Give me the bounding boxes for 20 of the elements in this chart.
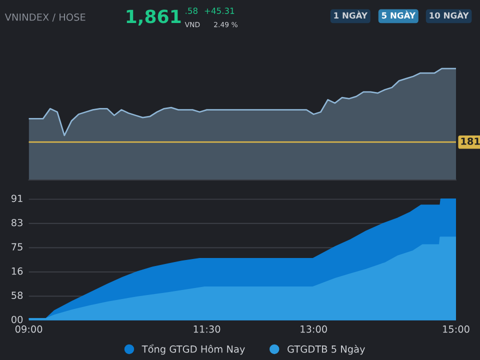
text: +45.31 — [204, 8, 234, 14]
text: 91 — [11, 194, 22, 202]
legend-label: Tổng GTGD Hôm Nay — [142, 344, 245, 355]
x-tick-label: 11:30 — [194, 325, 220, 333]
text: 00 — [12, 316, 23, 324]
chart-title: VNINDEX / HOSE — [4, 13, 86, 22]
text: 1,861 — [126, 10, 181, 26]
text: 16 — [12, 267, 23, 275]
text: .58 — [186, 8, 198, 14]
text: 1 NGÀY — [334, 10, 368, 19]
text: 10 NGÀY — [430, 10, 469, 19]
text: 75 — [12, 243, 22, 251]
x-tick-label: 13:00 — [300, 325, 327, 333]
text: 181 — [461, 138, 480, 145]
text: 5 NGÀY — [382, 10, 416, 19]
text: 83 — [12, 218, 22, 226]
x-tick-label: 09:00 — [15, 325, 42, 333]
text: 58 — [12, 292, 23, 299]
legend-label: GTGDTB 5 Ngày — [288, 344, 365, 355]
x-tick-label: 15:00 — [443, 325, 470, 333]
